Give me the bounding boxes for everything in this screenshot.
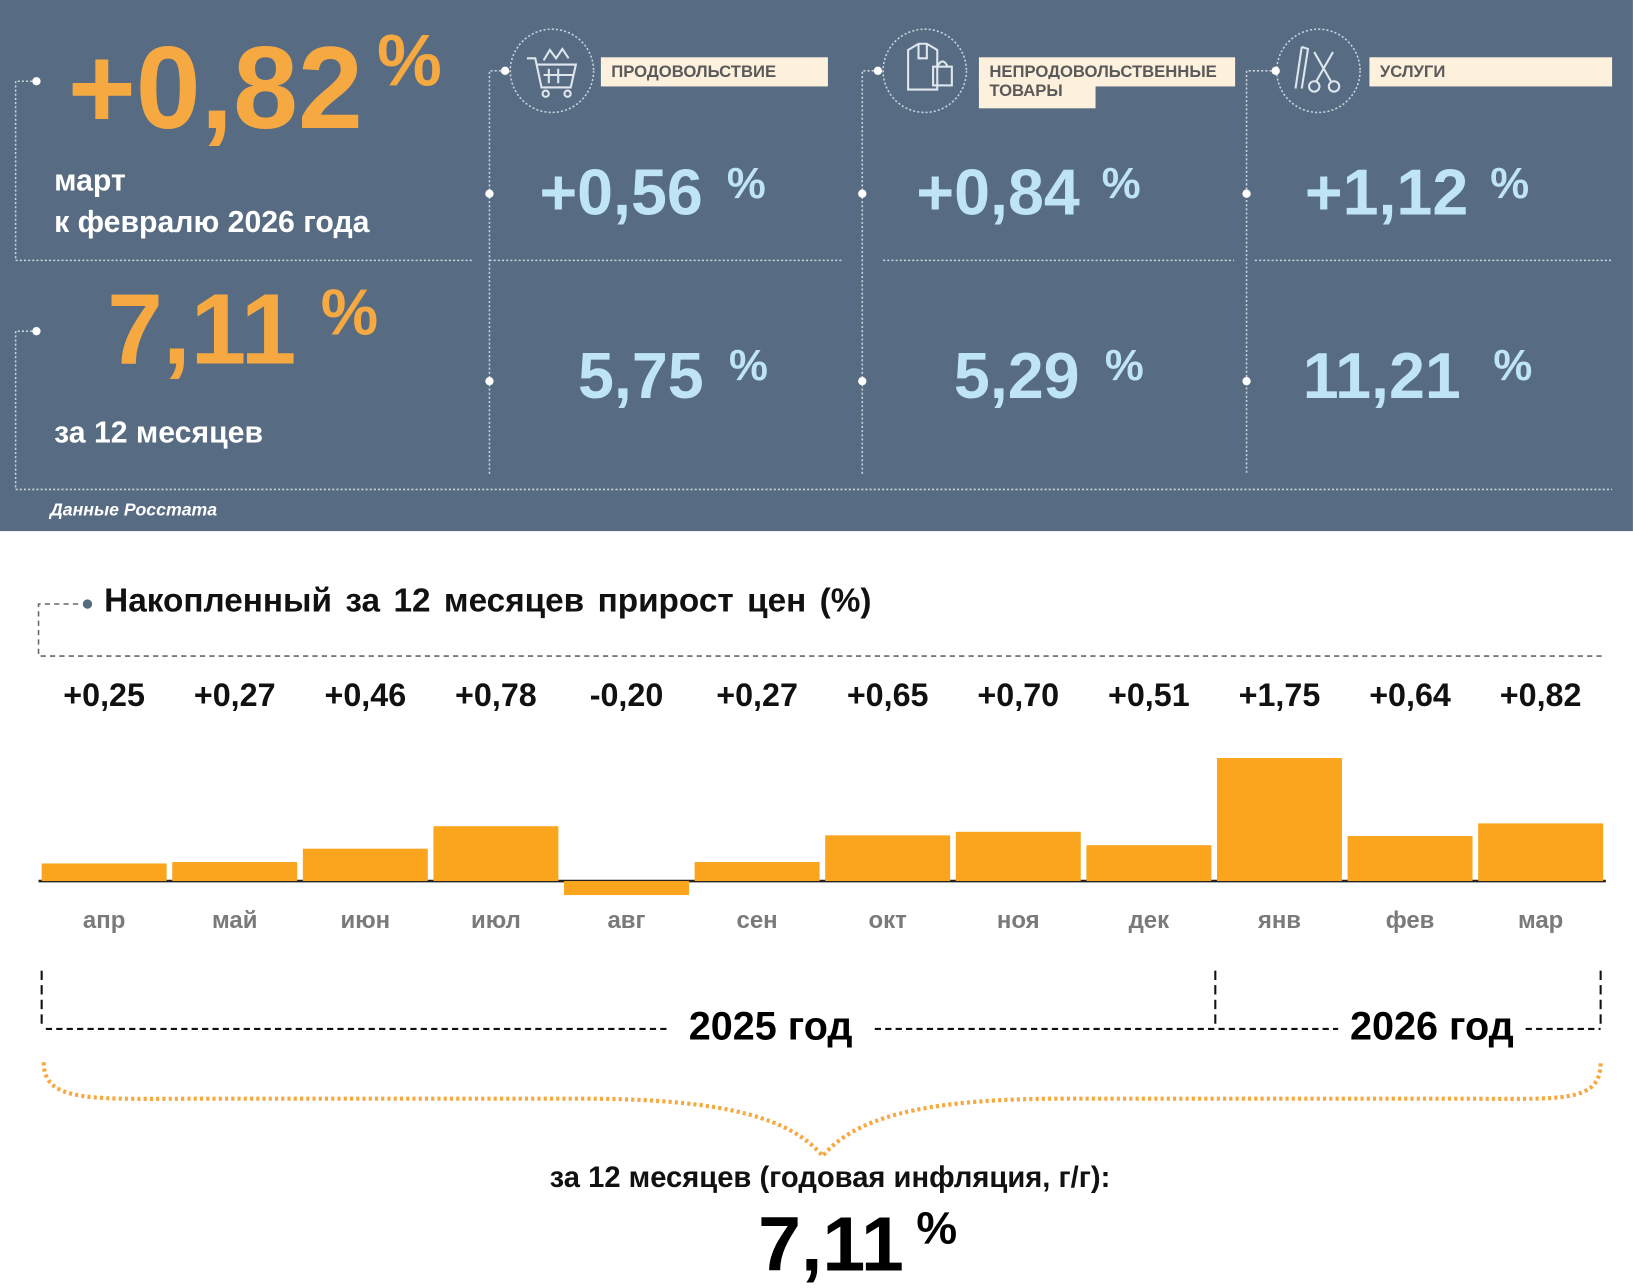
month-label: ноя <box>996 906 1040 934</box>
month-label: дек <box>1128 906 1170 934</box>
summary-value: 7,11 <box>758 1200 904 1288</box>
bar-сен <box>694 862 820 882</box>
value-label: +0,51 <box>1108 676 1190 714</box>
value-label: +0,27 <box>716 676 798 714</box>
month-label: окт <box>868 906 907 934</box>
month-label: мар <box>1517 906 1564 934</box>
services-annual-value: 11,21 <box>1302 340 1461 413</box>
value-label: +1,75 <box>1238 676 1321 714</box>
month-label: апр <box>82 906 126 934</box>
bar-мар <box>1478 823 1604 882</box>
summary-caption: за 12 месяцев (годовая инфляция, г/г): <box>549 1161 1111 1194</box>
services-monthly-value: +1,12 <box>1304 157 1469 230</box>
clothing-bag-icon <box>907 42 953 91</box>
bar-ноя <box>955 831 1081 882</box>
year-label-2025: 2025 год <box>688 1004 853 1049</box>
month-label: авг <box>607 906 646 934</box>
percent-sign: % <box>1104 340 1144 390</box>
category-label-nonfood: НЕПРОДОВОЛЬСТВЕННЫЕ <box>978 57 1236 87</box>
value-label: +0,70 <box>977 676 1060 714</box>
bar-июн <box>302 848 428 882</box>
bar-авг <box>564 881 689 896</box>
value-label: +0,65 <box>846 676 929 714</box>
monthly-inflation-value: +0,82 <box>67 22 363 154</box>
percent-sign: % <box>1490 158 1530 208</box>
percent-sign: % <box>726 158 766 208</box>
bar-фев <box>1347 836 1473 882</box>
bar-окт <box>825 835 951 882</box>
annual-caption: за 12 месяцев <box>54 416 264 450</box>
month-label: сен <box>736 906 778 934</box>
month-label: янв <box>1257 906 1302 934</box>
comb-scissors-icon <box>1294 45 1341 93</box>
category-label-nonfood-2: ТОВАРЫ <box>978 79 1096 109</box>
monthly-caption-2: к февралю 2026 года <box>54 206 370 240</box>
source-note: Данные Росстата <box>49 499 218 520</box>
percent-sign: % <box>1101 158 1141 208</box>
category-label-food: ПРОДОВОЛЬСТВИЕ <box>600 57 828 87</box>
value-label: +0,27 <box>193 676 276 714</box>
month-label: май <box>211 906 258 934</box>
shopping-cart-icon <box>526 47 578 98</box>
category-label-services: УСЛУГИ <box>1369 57 1613 87</box>
bar-май <box>172 862 298 882</box>
month-label: фев <box>1385 906 1435 934</box>
summary-percent: % <box>916 1202 958 1254</box>
year-label-2026: 2026 год <box>1350 1004 1514 1049</box>
bar-дек <box>1086 845 1212 882</box>
bar-июл <box>433 826 559 882</box>
value-label: +0,64 <box>1369 676 1451 714</box>
food-annual-value: 5,75 <box>577 340 704 413</box>
percent-sign: % <box>728 340 768 390</box>
food-monthly-value: +0,56 <box>539 157 703 230</box>
month-label: июн <box>340 906 391 934</box>
annual-inflation-value: 7,11 <box>107 273 297 386</box>
bar-апр <box>41 863 167 882</box>
value-label: +0,46 <box>324 676 407 714</box>
value-label: +0,25 <box>63 676 145 714</box>
monthly-caption: март <box>54 164 126 198</box>
value-label: +0,78 <box>455 676 537 714</box>
percent-sign: % <box>320 277 379 349</box>
percent-sign: % <box>376 19 442 102</box>
summary-panel <box>0 0 1633 532</box>
value-label: +0,82 <box>1499 676 1582 714</box>
bar-янв <box>1216 758 1342 882</box>
brace <box>41 1062 1603 1160</box>
value-label: -0,20 <box>589 676 664 714</box>
nonfood-annual-value: 5,29 <box>953 340 1080 413</box>
chart-title: Накопленный за 12 месяцев прирост цен (%… <box>104 581 872 619</box>
month-label: июл <box>470 906 521 934</box>
nonfood-monthly-value: +0,84 <box>916 157 1080 230</box>
percent-sign: % <box>1493 340 1533 390</box>
